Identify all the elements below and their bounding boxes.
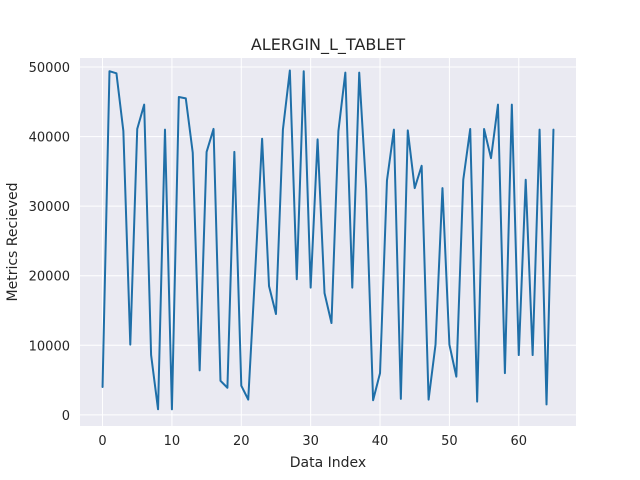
x-tick-label: 30	[302, 434, 319, 449]
x-tick-label: 60	[510, 434, 527, 449]
tick-labels: 0 10 20 30 40 50 60 0 10000 20000 30000 40000 50000	[29, 61, 527, 449]
chart-title: ALERGIN_L_TABLET	[251, 35, 406, 55]
y-tick-label: 0	[62, 409, 70, 424]
x-tick-label: 50	[441, 434, 458, 449]
grid	[80, 58, 576, 426]
y-tick-label: 10000	[29, 339, 70, 354]
y-tick-label: 20000	[29, 270, 70, 285]
x-tick-label: 10	[164, 434, 181, 449]
y-axis-label: Metrics Recieved	[5, 183, 21, 302]
y-tick-label: 40000	[29, 131, 70, 146]
x-tick-label: 40	[372, 434, 389, 449]
x-axis-label: Data Index	[290, 455, 366, 471]
series-layer	[101, 69, 555, 411]
x-tick-label: 20	[233, 434, 250, 449]
y-tick-label: 50000	[29, 61, 70, 76]
y-tick-label: 30000	[29, 200, 70, 215]
x-tick-label: 0	[98, 434, 106, 449]
series-line	[101, 69, 555, 411]
